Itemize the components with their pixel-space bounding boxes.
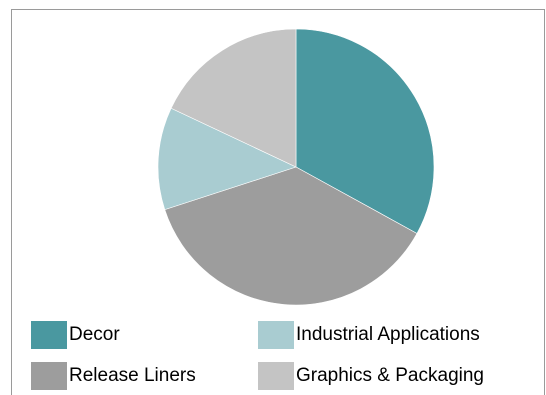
legend-swatch-graphics-packaging [258,362,294,390]
legend-item-decor: Decor [31,321,120,349]
legend-item-release-liners: Release Liners [31,362,196,390]
legend-item-industrial-applications: Industrial Applications [258,321,480,349]
legend-label-industrial-applications: Industrial Applications [296,324,480,345]
legend-swatch-decor [31,321,67,349]
legend-label-release-liners: Release Liners [69,365,196,386]
legend-swatch-industrial-applications [258,321,294,349]
pie-chart [157,28,435,306]
pie-slice-industrial-applications [157,107,297,211]
legend-swatch-release-liners [31,362,67,390]
pie-slice-graphics-packaging [170,28,297,168]
pie-slice-decor [295,28,435,234]
legend-item-graphics-packaging: Graphics & Packaging [258,362,484,390]
legend-label-decor: Decor [69,324,120,345]
legend-label-graphics-packaging: Graphics & Packaging [296,365,484,386]
legend: Decor Industrial Applications Release Li… [31,321,541,393]
pie-slice-release-liners [164,166,418,306]
chart-frame: Decor Industrial Applications Release Li… [11,9,545,395]
